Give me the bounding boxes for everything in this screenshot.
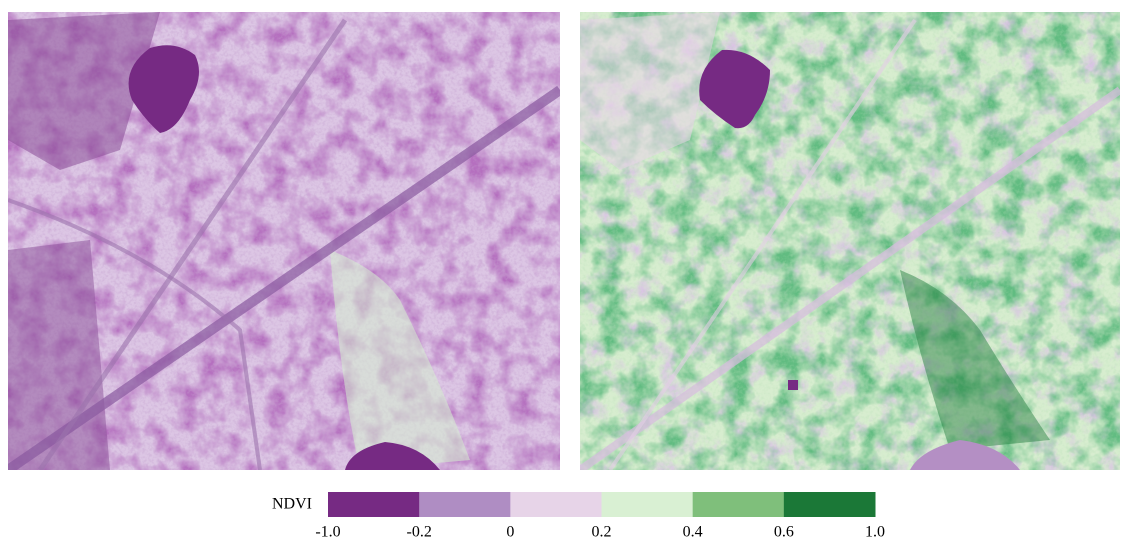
colorbar-tick-label: 0.6 [774, 524, 794, 541]
colorbar-bin [784, 492, 876, 517]
colorbar-bin [602, 492, 694, 517]
colorbar-tick-label: -1.0 [315, 524, 340, 541]
colorbar-tick-label: 1.0 [865, 524, 885, 541]
colorbar-tick-label: 0.2 [592, 524, 612, 541]
water-patch [788, 380, 798, 390]
ndvi-map-right [580, 12, 1120, 470]
figure: NDVI -1.0 -0.2 0 0.2 0.4 0.6 1.0 [0, 0, 1124, 541]
colorbar-tick-label: 0.4 [683, 524, 703, 541]
colorbar-bin [419, 492, 511, 517]
colorbar-bin [328, 492, 420, 517]
ndvi-map-left [8, 12, 560, 470]
colorbar-title: NDVI [272, 496, 312, 513]
colorbar-tick-label: -0.2 [407, 524, 432, 541]
colorbar-bin [693, 492, 785, 517]
colorbar: NDVI -1.0 -0.2 0 0.2 0.4 0.6 1.0 [272, 492, 885, 541]
colorbar-tick-label: 0 [506, 524, 514, 541]
colorbar-bin [510, 492, 602, 517]
